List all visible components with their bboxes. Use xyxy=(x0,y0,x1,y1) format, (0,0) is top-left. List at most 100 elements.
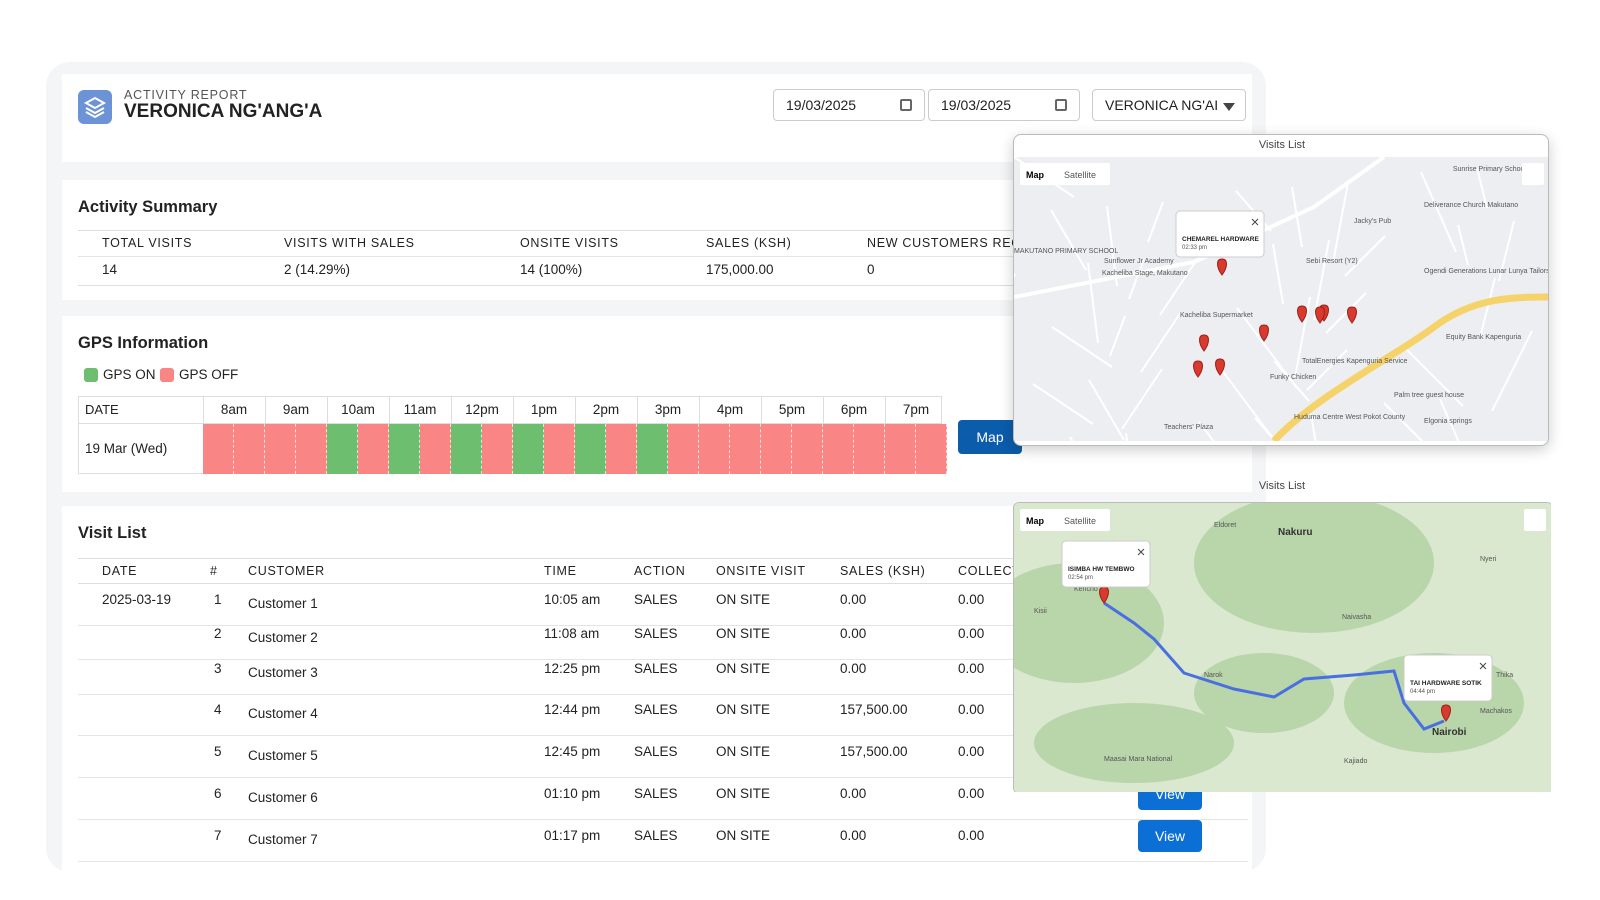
section-title: Activity Summary xyxy=(78,198,217,217)
visit-cell: SALES xyxy=(634,744,678,759)
gps-slot xyxy=(482,424,513,474)
visit-cell: ON SITE xyxy=(716,744,770,759)
popup-time: 04:44 pm xyxy=(1410,689,1435,695)
date-input[interactable]: 19/03/2025 xyxy=(928,89,1080,121)
visit-cell: 0.00 xyxy=(958,592,984,607)
popup-time: 02:33 pm xyxy=(1182,245,1207,251)
place-label: Eldoret xyxy=(1214,522,1236,529)
hour-label: 4pm xyxy=(699,402,761,417)
visit-cell: 0.00 xyxy=(840,592,866,607)
column-header: ONSITE VISIT xyxy=(716,564,806,578)
visit-cell: 3 xyxy=(214,661,222,676)
customer-name: Customer 2 xyxy=(248,630,318,645)
place-label: Nyeri xyxy=(1480,556,1497,563)
column-header: # xyxy=(210,564,218,578)
hour-label: 1pm xyxy=(513,402,575,417)
visit-cell: SALES xyxy=(634,828,678,843)
view-button[interactable]: View xyxy=(1138,820,1202,852)
hour-label: 10am xyxy=(327,402,389,417)
gps-slot xyxy=(513,424,544,474)
hour-label: 9am xyxy=(265,402,327,417)
visit-cell: 12:25 pm xyxy=(544,661,600,676)
visit-cell: ON SITE xyxy=(716,828,770,843)
gps-slot xyxy=(544,424,575,474)
column-header: TOTAL VISITS xyxy=(102,236,192,250)
user-select[interactable]: VERONICA NG'AI xyxy=(1092,89,1246,121)
gps-slot xyxy=(885,424,916,474)
terrain xyxy=(1034,703,1234,783)
map[interactable]: Sunrise Primary SchoolDeliverance Church… xyxy=(1014,157,1549,441)
customer-name: Customer 1 xyxy=(248,596,318,611)
visit-cell: ON SITE xyxy=(716,626,770,641)
summary-value: 0 xyxy=(867,262,875,277)
legend-label: GPS OFF xyxy=(179,367,238,382)
place-label: Elgonia springs xyxy=(1424,418,1472,425)
summary-value: 175,000.00 xyxy=(706,262,774,277)
report-label: ACTIVITY REPORT xyxy=(124,88,247,102)
gps-slot xyxy=(854,424,885,474)
report-name: VERONICA NG'ANG'A xyxy=(124,101,322,123)
section-title: Visit List xyxy=(78,524,146,543)
place-label: Equity Bank Kapenguria xyxy=(1446,334,1521,341)
visit-cell: ON SITE xyxy=(716,592,770,607)
summary-value: 14 (100%) xyxy=(520,262,582,277)
timeline: DATE19 Mar (Wed)8am9am10am11am12pm1pm2pm… xyxy=(78,396,942,474)
visit-cell: 7 xyxy=(214,828,222,843)
column-header: ONSITE VISITS xyxy=(520,236,619,250)
gps-slot xyxy=(606,424,637,474)
visit-cell: SALES xyxy=(634,786,678,801)
place-label: Maasai Mara National xyxy=(1104,756,1173,763)
column-header: VISITS WITH SALES xyxy=(284,236,415,250)
popup-time: 02:54 pm xyxy=(1068,575,1093,581)
summary-value: 2 (14.29%) xyxy=(284,262,350,277)
section-title: GPS Information xyxy=(78,334,208,353)
place-label: Machakos xyxy=(1480,708,1512,715)
gps-slot xyxy=(792,424,823,474)
date-value: 19/03/2025 xyxy=(786,97,856,113)
visit-cell: SALES xyxy=(634,702,678,717)
visit-cell: 01:10 pm xyxy=(544,786,600,801)
place-label: Palm tree guest house xyxy=(1394,392,1464,399)
customer-name: Customer 7 xyxy=(248,832,318,847)
row-divider xyxy=(78,819,1248,820)
hour-label: 5pm xyxy=(761,402,823,417)
calendar-icon xyxy=(1055,99,1067,111)
map-title: Visits List xyxy=(1014,139,1549,151)
visit-cell: ON SITE xyxy=(716,661,770,676)
visit-cell: 0.00 xyxy=(958,626,984,641)
place-label: Kacheliba Stage, Makutano xyxy=(1102,270,1188,277)
place-label: Jacky's Pub xyxy=(1354,218,1391,225)
place-label: Funky Chicken xyxy=(1270,374,1316,381)
fullscreen-button xyxy=(1522,163,1544,185)
column-header: SALES (KSH) xyxy=(840,564,926,578)
gps-slot xyxy=(203,424,234,474)
terrain xyxy=(1194,653,1334,733)
report-icon xyxy=(78,90,112,124)
visit-cell: 0.00 xyxy=(958,786,984,801)
map-tab: Map xyxy=(1026,516,1045,526)
map-tab: Map xyxy=(1026,170,1045,180)
gps-slot xyxy=(916,424,947,474)
popup-name: TAI HARDWARE SOTIK xyxy=(1410,680,1482,687)
column-header: ACTION xyxy=(634,564,685,578)
customer-name: Customer 6 xyxy=(248,790,318,805)
visit-cell: 11:08 am xyxy=(544,626,599,641)
place-label: Kacheliba Supermarket xyxy=(1180,312,1253,319)
timeline-date: 19 Mar (Wed) xyxy=(85,441,167,456)
column-header: DATE xyxy=(102,564,137,578)
gps-slot xyxy=(296,424,327,474)
date-input[interactable]: 19/03/2025 xyxy=(773,89,925,121)
timeline-header: DATE xyxy=(85,402,119,417)
map[interactable]: NakuruNairobiEldoretKerichoNarokNaivasha… xyxy=(1013,502,1551,792)
gps-slot xyxy=(668,424,699,474)
place-label: Teachers' Plaza xyxy=(1164,424,1213,431)
customer-name: Customer 3 xyxy=(248,665,318,680)
place-label: TotalEnergies Kapenguria Service xyxy=(1302,358,1408,365)
dropdown-arrow xyxy=(1223,103,1235,111)
hour-label: 2pm xyxy=(575,402,637,417)
place-label: Sebi Resort (Y2) xyxy=(1306,258,1358,265)
hour-label: 11am xyxy=(389,402,451,417)
place-label: Sunflower Jr Academy xyxy=(1104,258,1174,265)
gps-slot xyxy=(265,424,296,474)
